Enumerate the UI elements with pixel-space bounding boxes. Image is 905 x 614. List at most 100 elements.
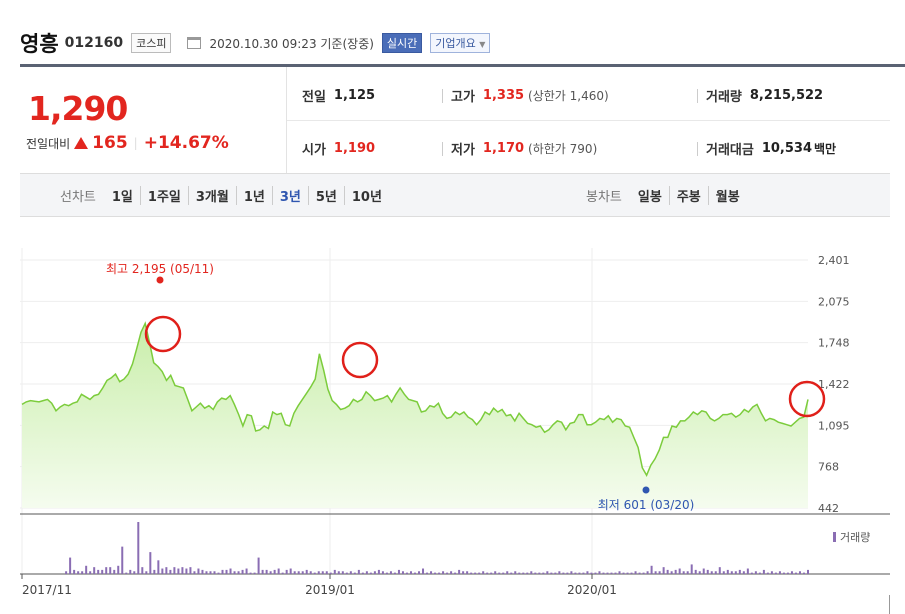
volume-bar [598, 571, 601, 574]
period-1d[interactable]: 1일 [111, 189, 133, 205]
volume-bar [566, 572, 569, 574]
low-marker-dot [642, 486, 650, 494]
line-chart-label: 선차트 [60, 189, 96, 205]
amount-label: 거래대금 [706, 143, 754, 158]
volume-bar [466, 571, 469, 574]
volume-bar [450, 571, 453, 574]
volume-bar [273, 569, 276, 574]
price-change: 전일대비 165 | +14.67% [26, 133, 229, 153]
stock-header: 영흥 012160 코스피 2020.10.30 09:23 기준(장중) 실시… [20, 28, 491, 58]
period-3m[interactable]: 3개월 [187, 185, 236, 205]
volume-bar [209, 571, 212, 574]
volume-bar [518, 572, 521, 574]
x-tick-label: 2020/01 [567, 583, 617, 597]
volume-bar [470, 572, 473, 574]
volume-bar [807, 569, 809, 574]
volume-bar [317, 571, 320, 574]
volume-bar [434, 572, 437, 574]
volume-bar [582, 572, 585, 574]
volume-bar [522, 572, 525, 574]
cell-divider [442, 88, 443, 103]
period-1y[interactable]: 1년 [235, 185, 272, 205]
volume-bar [474, 572, 477, 574]
volume-bar [277, 568, 280, 574]
volume-bar [117, 565, 120, 574]
header-divider [20, 64, 905, 67]
open-cell: 시가 1,190 [302, 139, 375, 158]
high-value: 1,335 [482, 88, 525, 103]
volume-bar [698, 571, 701, 574]
volume-bar [357, 569, 360, 574]
volume-bar [305, 569, 308, 574]
volume-bar [257, 557, 260, 574]
volume-bar [101, 569, 104, 574]
volume-bar [313, 572, 316, 574]
candle-weekly[interactable]: 주봉 [668, 185, 708, 205]
volume-bar [686, 571, 689, 574]
volume-bar [393, 572, 396, 574]
volume-bar [361, 572, 364, 574]
volume-bar [397, 569, 400, 574]
volume-bar [401, 571, 404, 574]
volume-cell: 거래량 8,215,522 [697, 86, 823, 105]
volume-bar [690, 564, 693, 574]
volume-bar [137, 522, 140, 574]
volume-bar [422, 568, 425, 574]
volume-bar [786, 572, 789, 574]
volume-bar [486, 572, 489, 574]
volume-bar [638, 572, 641, 574]
volume-bar [181, 567, 184, 574]
volume-bar [586, 571, 589, 574]
caret-down-icon: ▼ [479, 40, 486, 49]
volume-bar [293, 571, 296, 574]
volume-bar [726, 569, 729, 574]
volume-bar [353, 572, 356, 574]
y-tick-label: 442 [818, 502, 839, 515]
volume-bar [165, 567, 168, 574]
volume-value: 8,215,522 [749, 88, 824, 103]
realtime-button[interactable]: 실시간 [381, 33, 423, 53]
highlight-circle [788, 380, 826, 418]
volume-bar [281, 572, 284, 574]
candle-monthly[interactable]: 월봉 [707, 185, 747, 205]
volume-bar [746, 568, 749, 574]
volume-bar [125, 572, 128, 574]
volume-bar [710, 571, 713, 574]
volume-bar [742, 571, 745, 574]
volume-bar [161, 568, 164, 574]
price-line [21, 321, 809, 478]
volume-bar [682, 571, 685, 574]
volume-bar [341, 571, 344, 574]
volume-bar [442, 571, 445, 574]
low-cell: 저가 1,170 (하한가 790) [442, 139, 597, 158]
company-info-dropdown[interactable]: 기업개요 ▼ [430, 33, 491, 53]
volume-bar [762, 569, 765, 574]
volume-bar [462, 571, 465, 574]
volume-bar [385, 572, 388, 574]
x-tick-label: 2019/01 [305, 583, 355, 597]
volume-bar [285, 569, 288, 574]
change-separator: | [133, 136, 138, 150]
volume-bar [610, 572, 613, 574]
y-tick-label: 2,075 [818, 295, 850, 308]
volume-bar [345, 572, 348, 574]
volume-bar [570, 571, 573, 574]
calendar-icon [187, 37, 202, 49]
volume-bar [189, 567, 192, 574]
volume-bar [249, 572, 252, 574]
volume-bar [233, 571, 236, 574]
candle-daily[interactable]: 일봉 [637, 189, 662, 205]
volume-bar [430, 571, 433, 574]
volume-bar [381, 571, 384, 574]
price-chart[interactable]: 2,401 2,075 1,748 1,422 1,095 768 442 최고 2,195 … [0, 218, 905, 614]
volume-bar [237, 571, 240, 574]
volume-bar [149, 552, 152, 574]
period-1w[interactable]: 1주일 [139, 185, 188, 205]
volume-bar [454, 572, 457, 574]
high-marker-dot [156, 276, 164, 284]
volume-bar [550, 572, 553, 574]
period-5y[interactable]: 5년 [307, 185, 344, 205]
volume-bar [245, 568, 248, 574]
period-10y[interactable]: 10년 [343, 185, 389, 205]
period-3y[interactable]: 3년 [271, 185, 308, 205]
